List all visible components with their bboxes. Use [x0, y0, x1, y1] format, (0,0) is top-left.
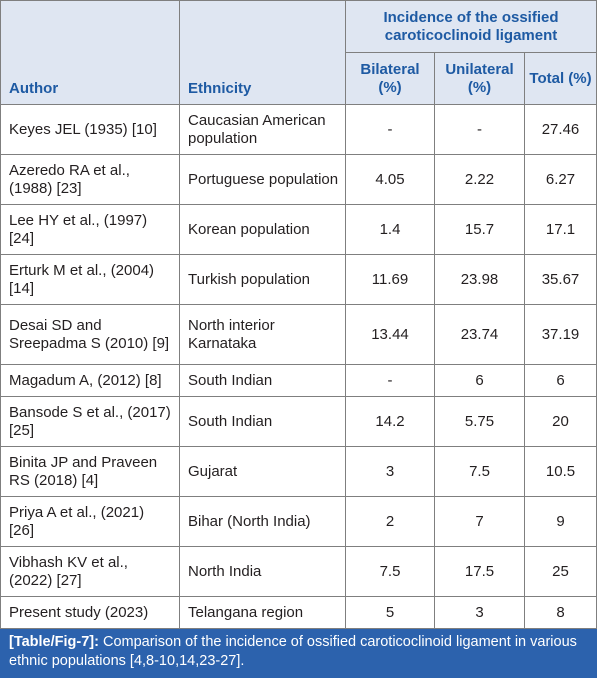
ethnicity-cell: North interior Karnataka — [179, 304, 346, 365]
bilateral-cell: 3 — [345, 446, 435, 497]
total-cell: 25 — [524, 546, 597, 597]
total-cell: 9 — [524, 496, 597, 547]
table-row: Present study (2023) Telangana region 5 3 8 — [0, 596, 597, 629]
author-cell: Desai SD and Sreepadma S (2010) [9] — [0, 304, 180, 365]
author-cell: Magadum A, (2012) [8] — [0, 364, 180, 397]
header-bilateral: Bilateral (%) — [345, 52, 435, 105]
total-cell: 27.46 — [524, 104, 597, 155]
ethnicity-cell: Korean population — [179, 204, 346, 255]
bilateral-cell: 7.5 — [345, 546, 435, 597]
header-total: Total (%) — [524, 52, 597, 105]
table-body: Keyes JEL (1935) [10] Caucasian American … — [0, 104, 597, 629]
author-cell: Lee HY et al., (1997) [24] — [0, 204, 180, 255]
author-cell: Vibhash KV et al., (2022) [27] — [0, 546, 180, 597]
total-cell: 17.1 — [524, 204, 597, 255]
table-row: Magadum A, (2012) [8] South Indian -6 6 — [0, 364, 597, 397]
unilateral-cell: 7.5 — [434, 446, 525, 497]
author-cell: Azeredo RA et al., (1988) [23] — [0, 154, 180, 205]
caption-text: Comparison of the incidence of ossified … — [9, 634, 577, 669]
table-row: Bansode S et al., (2017) [25] South India… — [0, 396, 597, 447]
table-caption: [Table/Fig-7]: Comparison of the inciden… — [0, 628, 597, 678]
bilateral-cell: 11.69 — [345, 254, 435, 305]
table-row: Azeredo RA et al., (1988) [23] Portuguese… — [0, 154, 597, 205]
author-cell: Priya A et al., (2021) [26] — [0, 496, 180, 547]
header-author: Author — [0, 0, 180, 105]
ethnicity-cell: South Indian — [179, 364, 346, 397]
total-cell: 6 — [524, 364, 597, 397]
bilateral-cell: 4.05 — [345, 154, 435, 205]
table-row: Binita JP and Praveen RS (2018) [4] Gujar… — [0, 446, 597, 497]
ethnicity-cell: North India — [179, 546, 346, 597]
unilateral-cell: 2.22 — [434, 154, 525, 205]
author-cell: Binita JP and Praveen RS (2018) [4] — [0, 446, 180, 497]
bilateral-cell: 14.2 — [345, 396, 435, 447]
unilateral-cell: - — [434, 104, 525, 155]
total-cell: 35.67 — [524, 254, 597, 305]
total-cell: 10.5 — [524, 446, 597, 497]
unilateral-cell: 15.7 — [434, 204, 525, 255]
unilateral-cell: 7 — [434, 496, 525, 547]
table-row: Lee HY et al., (1997) [24] Korean populat… — [0, 204, 597, 255]
author-cell: Erturk M et al., (2004) [14] — [0, 254, 180, 305]
ethnicity-cell: Turkish population — [179, 254, 346, 305]
bilateral-cell: - — [345, 364, 435, 397]
table-row: Keyes JEL (1935) [10] Caucasian American … — [0, 104, 597, 155]
unilateral-cell: 3 — [434, 596, 525, 629]
caption-label: [Table/Fig-7]: — [9, 634, 99, 650]
author-cell: Keyes JEL (1935) [10] — [0, 104, 180, 155]
total-cell: 6.27 — [524, 154, 597, 205]
header-ethnicity: Ethnicity — [179, 0, 346, 105]
table-row: Erturk M et al., (2004) [14] Turkish popu… — [0, 254, 597, 305]
unilateral-cell: 17.5 — [434, 546, 525, 597]
ethnicity-cell: Gujarat — [179, 446, 346, 497]
bilateral-cell: - — [345, 104, 435, 155]
total-cell: 20 — [524, 396, 597, 447]
unilateral-cell: 23.98 — [434, 254, 525, 305]
author-cell: Present study (2023) — [0, 596, 180, 629]
total-cell: 8 — [524, 596, 597, 629]
ethnicity-cell: Caucasian American population — [179, 104, 346, 155]
ethnicity-cell: Bihar (North India) — [179, 496, 346, 547]
table-row: Priya A et al., (2021) [26] Bihar (North … — [0, 496, 597, 547]
total-cell: 37.19 — [524, 304, 597, 365]
bilateral-cell: 5 — [345, 596, 435, 629]
unilateral-cell: 6 — [434, 364, 525, 397]
header-unilateral: Unilateral (%) — [434, 52, 525, 105]
bilateral-cell: 13.44 — [345, 304, 435, 365]
bilateral-cell: 2 — [345, 496, 435, 547]
unilateral-cell: 5.75 — [434, 396, 525, 447]
table-row: Vibhash KV et al., (2022) [27] North Indi… — [0, 546, 597, 597]
table-row: Desai SD and Sreepadma S (2010) [9] North… — [0, 304, 597, 365]
unilateral-cell: 23.74 — [434, 304, 525, 365]
bilateral-cell: 1.4 — [345, 204, 435, 255]
header-incidence-group: Incidence of the ossified caroticoclinoi… — [345, 0, 597, 53]
author-cell: Bansode S et al., (2017) [25] — [0, 396, 180, 447]
ethnicity-cell: Telangana region — [179, 596, 346, 629]
ethnicity-cell: Portuguese population — [179, 154, 346, 205]
ethnicity-cell: South Indian — [179, 396, 346, 447]
